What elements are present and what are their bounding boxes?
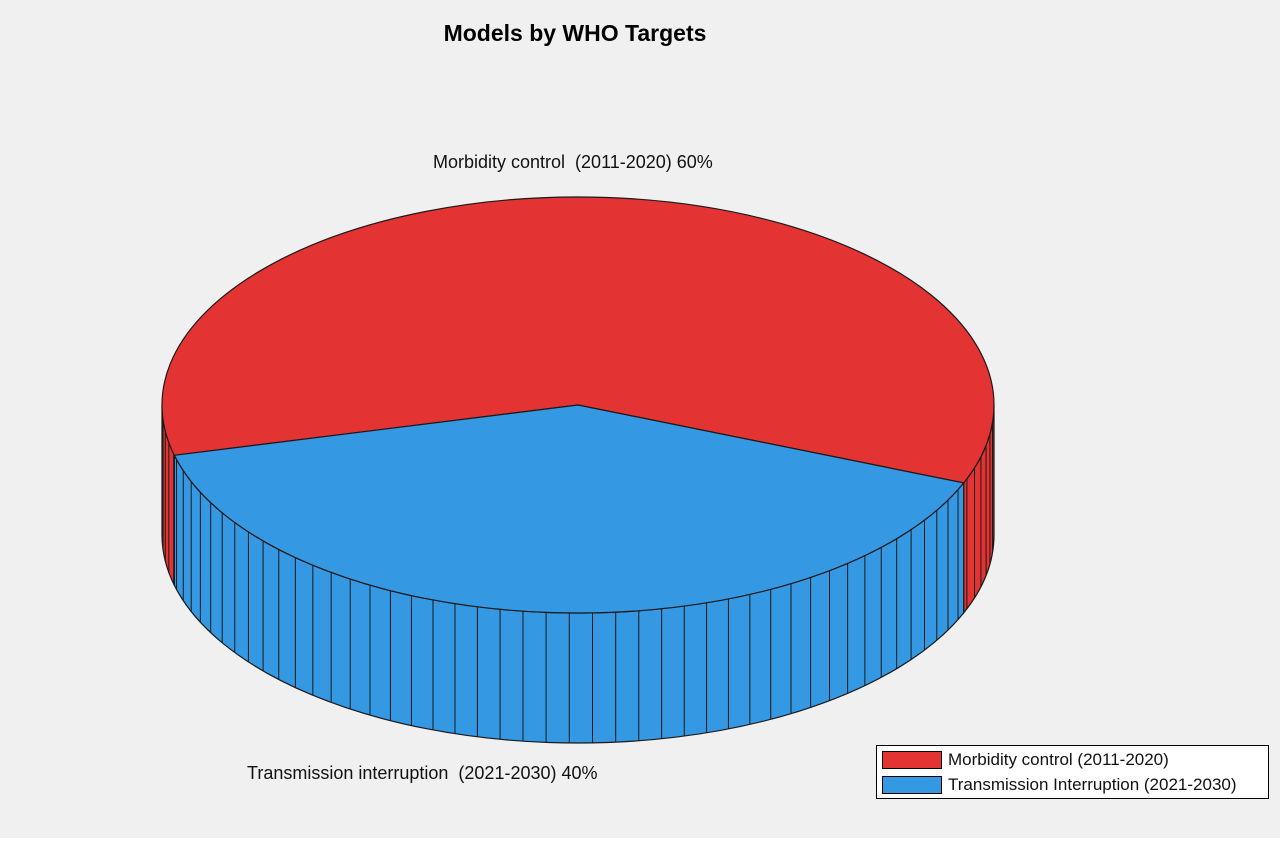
- pie-slice-1: [173, 404, 965, 614]
- legend-item-transmission: Transmission Interruption (2021-2030): [882, 774, 1237, 796]
- legend-text-morbidity: Morbidity control (2011-2020): [948, 750, 1169, 769]
- legend-text-transmission: Transmission Interruption (2021-2030): [948, 775, 1237, 794]
- bottom-strip: [0, 838, 1280, 846]
- legend-swatch-transmission: [882, 776, 942, 794]
- legend-item-morbidity: Morbidity control (2011-2020): [882, 749, 1169, 771]
- pie-slice-0: [161, 196, 995, 484]
- legend: Morbidity control (2011-2020) Transmissi…: [876, 745, 1269, 799]
- chart-title: Models by WHO Targets: [443, 20, 707, 46]
- slice-label-morbidity: Morbidity control (2011-2020) 60%: [433, 152, 713, 172]
- slice-label-transmission: Transmission interruption (2021-2030) 40…: [247, 763, 598, 783]
- legend-swatch-morbidity: [882, 751, 942, 769]
